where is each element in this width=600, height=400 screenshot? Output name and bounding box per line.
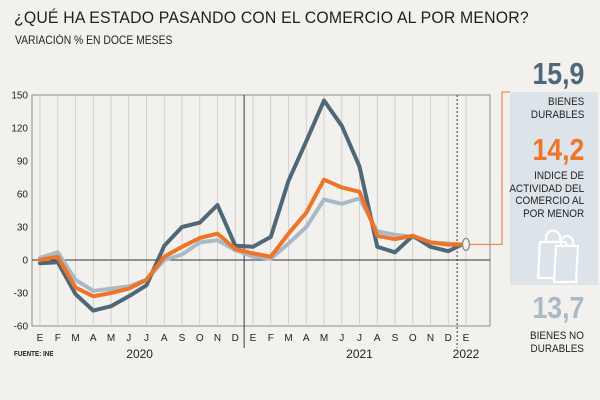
plot-frame <box>31 94 491 327</box>
y-tick-label: 120 <box>11 124 28 135</box>
x-tick-label: J <box>339 333 344 344</box>
x-tick-label: O <box>409 333 417 344</box>
connector-line <box>470 91 510 245</box>
x-tick-label: A <box>161 333 168 344</box>
year-label: 2020 <box>126 347 153 361</box>
x-tick-label: M <box>320 333 328 344</box>
shopping-bag-icon <box>536 229 580 284</box>
durables-label: BIENES DURABLES <box>530 96 584 121</box>
x-tick-label: N <box>214 333 221 344</box>
chart-subtitle: VARIACIÓN % EN DOCE MESES <box>15 35 173 47</box>
x-tick-label: M <box>107 333 115 344</box>
y-tick-label: 60 <box>17 190 29 201</box>
y-tick-label: 0 <box>22 256 28 267</box>
y-tick-label: 90 <box>17 157 29 168</box>
durables-value: 15,9 <box>532 56 584 91</box>
series-line-nondurables <box>38 196 468 293</box>
x-tick-label: A <box>90 333 97 344</box>
x-tick-label: J <box>357 333 362 344</box>
y-tick-label: 150 <box>11 91 28 102</box>
x-tick-label: O <box>196 333 204 344</box>
x-tick-label: E <box>37 333 44 344</box>
x-tick-label: M <box>71 333 79 344</box>
x-tick-label: S <box>179 333 186 344</box>
x-tick-label: S <box>392 333 399 344</box>
year-label: 2022 <box>453 347 480 361</box>
year-label: 2021 <box>346 347 373 361</box>
x-tick-label: E <box>250 333 257 344</box>
x-tick-label: A <box>303 333 310 344</box>
x-tick-label: J <box>144 333 149 344</box>
nondurables-value: 13,7 <box>532 290 584 325</box>
y-tick-label: -60 <box>14 322 29 333</box>
x-tick-label: F <box>55 333 61 344</box>
x-tick-label: F <box>268 333 274 344</box>
series-line-durables <box>38 98 468 313</box>
y-tick-label: -30 <box>14 289 29 300</box>
x-tick-label: M <box>284 333 292 344</box>
index-value: 14,2 <box>532 132 584 167</box>
series-line-index <box>38 177 468 299</box>
x-tick-label: A <box>374 333 381 344</box>
x-tick-label: D <box>445 333 452 344</box>
index-label: INDICE DE ACTIVIDAD DEL COMERCIO AL POR … <box>509 170 584 220</box>
side-panel-background <box>510 92 598 285</box>
nondurables-label: BIENES NO DURABLES <box>530 330 584 355</box>
x-tick-label: N <box>427 333 434 344</box>
source-note: FUENTE: INE <box>14 351 54 358</box>
y-tick-label: 30 <box>17 223 29 234</box>
x-tick-label: E <box>463 333 470 344</box>
end-marker <box>461 237 471 252</box>
x-tick-label: J <box>126 333 131 344</box>
x-tick-label: D <box>232 333 239 344</box>
chart-title: ¿QUÉ HA ESTADO PASANDO CON EL COMERCIO A… <box>14 8 529 27</box>
